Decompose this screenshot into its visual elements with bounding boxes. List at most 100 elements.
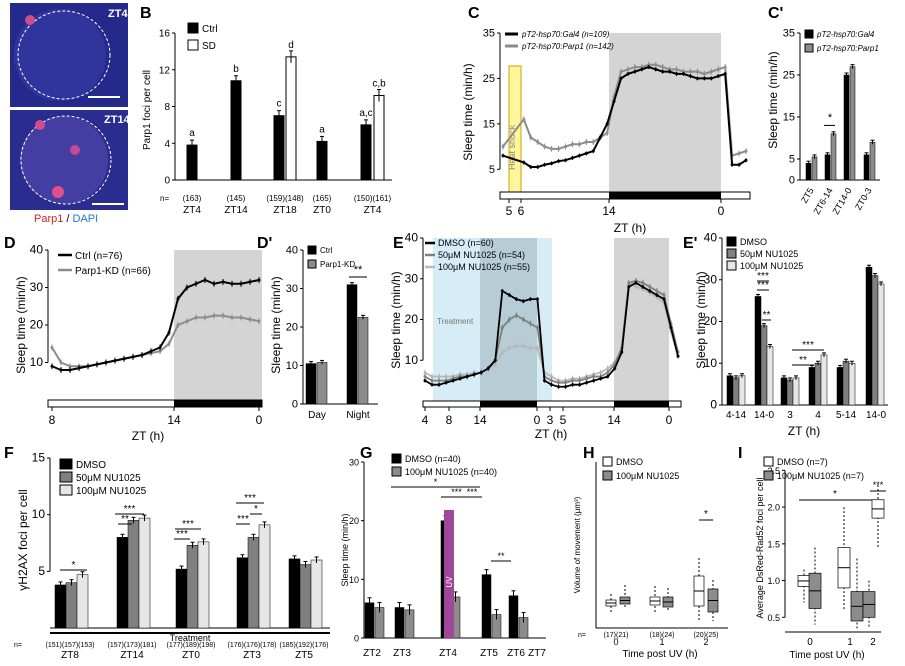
b-letter: a bbox=[189, 128, 195, 139]
b-bar bbox=[373, 94, 385, 181]
i-y-axis-tick-label: 1.5 bbox=[767, 539, 780, 549]
c-series-parp1-point bbox=[633, 65, 637, 69]
e-series-100um-point bbox=[493, 362, 497, 366]
c-series-gal4-point bbox=[723, 72, 727, 76]
c-x-axis-title: ZT (h) bbox=[614, 221, 646, 235]
e-x-tick-label: 0 bbox=[534, 413, 541, 427]
d-series-parp1kd-point bbox=[239, 316, 243, 319]
g-bar bbox=[481, 574, 492, 639]
d-series-parp1kd-point bbox=[167, 342, 171, 346]
d-series-ctrl-point bbox=[194, 282, 198, 286]
d-night-shade bbox=[174, 250, 262, 400]
c-series-parp1-line bbox=[502, 63, 747, 158]
f-significance: ** bbox=[121, 514, 129, 525]
h-n-label: (17)(21) bbox=[604, 632, 629, 639]
c-legend-gal4-label: pT2-hsp70:Gal4 (n=109) bbox=[521, 30, 610, 39]
panel-f-letter: F bbox=[4, 445, 14, 462]
d-series-ctrl-point bbox=[131, 355, 135, 359]
g-legend-nu1025-label: 100μM NU1025 (n=40) bbox=[405, 467, 497, 477]
dp-y-axis-tick-label: 10 bbox=[286, 360, 298, 372]
e-series-50um-point bbox=[430, 379, 434, 383]
e-series-dmso-point bbox=[606, 375, 610, 379]
d-series-parp1kd-point bbox=[194, 316, 198, 319]
f-legend-label: DMSO bbox=[76, 460, 106, 471]
f-bar bbox=[186, 545, 199, 629]
d-x-tick-label: 0 bbox=[256, 413, 263, 427]
e-series-dmso-point bbox=[472, 373, 476, 377]
panel-e-letter: E bbox=[393, 235, 404, 252]
i-x-axis-title: Time post UV (h) bbox=[789, 650, 864, 661]
c-series-gal4-point bbox=[570, 156, 574, 160]
e-series-50um-point bbox=[437, 379, 441, 383]
ep-significance: *** bbox=[757, 280, 769, 291]
nucleus-outline-zt14 bbox=[20, 115, 112, 205]
d-series-ctrl-point bbox=[86, 364, 90, 368]
b-bar bbox=[285, 56, 297, 181]
c-series-gal4-point bbox=[702, 76, 706, 80]
cp-bar bbox=[849, 66, 856, 181]
b-n-prefix: n= bbox=[160, 194, 169, 203]
d-legend-parp1kd-label: Parp1-KD (n=66) bbox=[75, 266, 151, 277]
ep-bar bbox=[780, 377, 788, 406]
dp-bar bbox=[357, 317, 369, 405]
c-series-parp1-point bbox=[654, 63, 658, 67]
parp1-focus bbox=[25, 15, 35, 25]
e-series-dmso-point bbox=[599, 377, 603, 381]
dp-legend-parp1kd-swatch bbox=[307, 259, 317, 269]
e-series-100um-point bbox=[599, 370, 603, 374]
f-bar bbox=[288, 558, 301, 629]
c-series-parp1-point bbox=[716, 67, 720, 71]
d-series-ctrl-point bbox=[77, 366, 81, 370]
ep-legend-swatch bbox=[726, 236, 737, 247]
d-series-ctrl-point bbox=[50, 364, 54, 368]
dp-bar bbox=[316, 362, 328, 405]
panel-d-prime-letter: D' bbox=[257, 235, 272, 252]
e-series-50um-point bbox=[606, 370, 610, 374]
f-x-tick-label: ZT8 bbox=[61, 650, 79, 661]
e-series-dmso-point bbox=[493, 358, 497, 362]
c-x-tick-label: 14 bbox=[602, 204, 616, 218]
g-x-tick-label: ZT3 bbox=[393, 648, 411, 659]
e-series-100um-point bbox=[430, 375, 434, 379]
c-series-parp1-point bbox=[536, 140, 540, 144]
e-series-dmso-point bbox=[662, 297, 666, 301]
cp-y-axis-tick-label: 15 bbox=[783, 112, 795, 124]
d-series-ctrl-point bbox=[257, 278, 261, 282]
h-n-prefix: n= bbox=[578, 632, 586, 639]
f-significance: * bbox=[72, 560, 76, 571]
dp-y-axis-tick-label: 20 bbox=[286, 322, 298, 334]
e-y-axis-tick-label: 40 bbox=[405, 231, 419, 245]
f-y-axis-tick-label: 15 bbox=[32, 451, 46, 465]
e-series-50um-point bbox=[571, 379, 575, 383]
e-x-tick-label: 0 bbox=[666, 413, 673, 427]
panel-b-letter: B bbox=[140, 5, 152, 22]
c-series-parp1-point bbox=[723, 65, 727, 69]
channel-legend: Parp1 / DAPI bbox=[34, 213, 98, 225]
ep-x-axis-title: ZT (h) bbox=[788, 424, 820, 438]
e-series-100um-point bbox=[507, 346, 511, 350]
e-series-dmso-point bbox=[571, 383, 575, 387]
e-series-dmso-point bbox=[430, 383, 434, 387]
c-series-parp1-point bbox=[522, 117, 526, 121]
c-series-parp1-point bbox=[688, 70, 692, 74]
b-letter: b bbox=[233, 64, 239, 75]
e-series-dmso-point bbox=[514, 297, 518, 301]
cp-bar bbox=[843, 74, 850, 181]
nucleus-zt4 bbox=[14, 9, 106, 101]
d-series-ctrl-point bbox=[68, 368, 72, 372]
f-legend-swatch bbox=[59, 471, 73, 483]
ep-bar bbox=[820, 354, 828, 406]
e-y-axis-tick-label: 30 bbox=[405, 271, 419, 285]
d-series-ctrl-point bbox=[221, 280, 225, 284]
f-x-tick-label: ZT0 bbox=[182, 650, 200, 661]
f-bar bbox=[175, 568, 188, 629]
f-n-label: (177)(189)(198) bbox=[166, 642, 215, 649]
e-series-100um-point bbox=[437, 375, 441, 379]
ep-bar bbox=[865, 266, 873, 406]
panel-c-letter: C bbox=[468, 5, 480, 22]
g-x-tick-label: ZT5 bbox=[480, 648, 498, 659]
f-bar bbox=[116, 537, 129, 629]
e-legend-label: 50μM NU1025 (n=54) bbox=[438, 250, 525, 260]
